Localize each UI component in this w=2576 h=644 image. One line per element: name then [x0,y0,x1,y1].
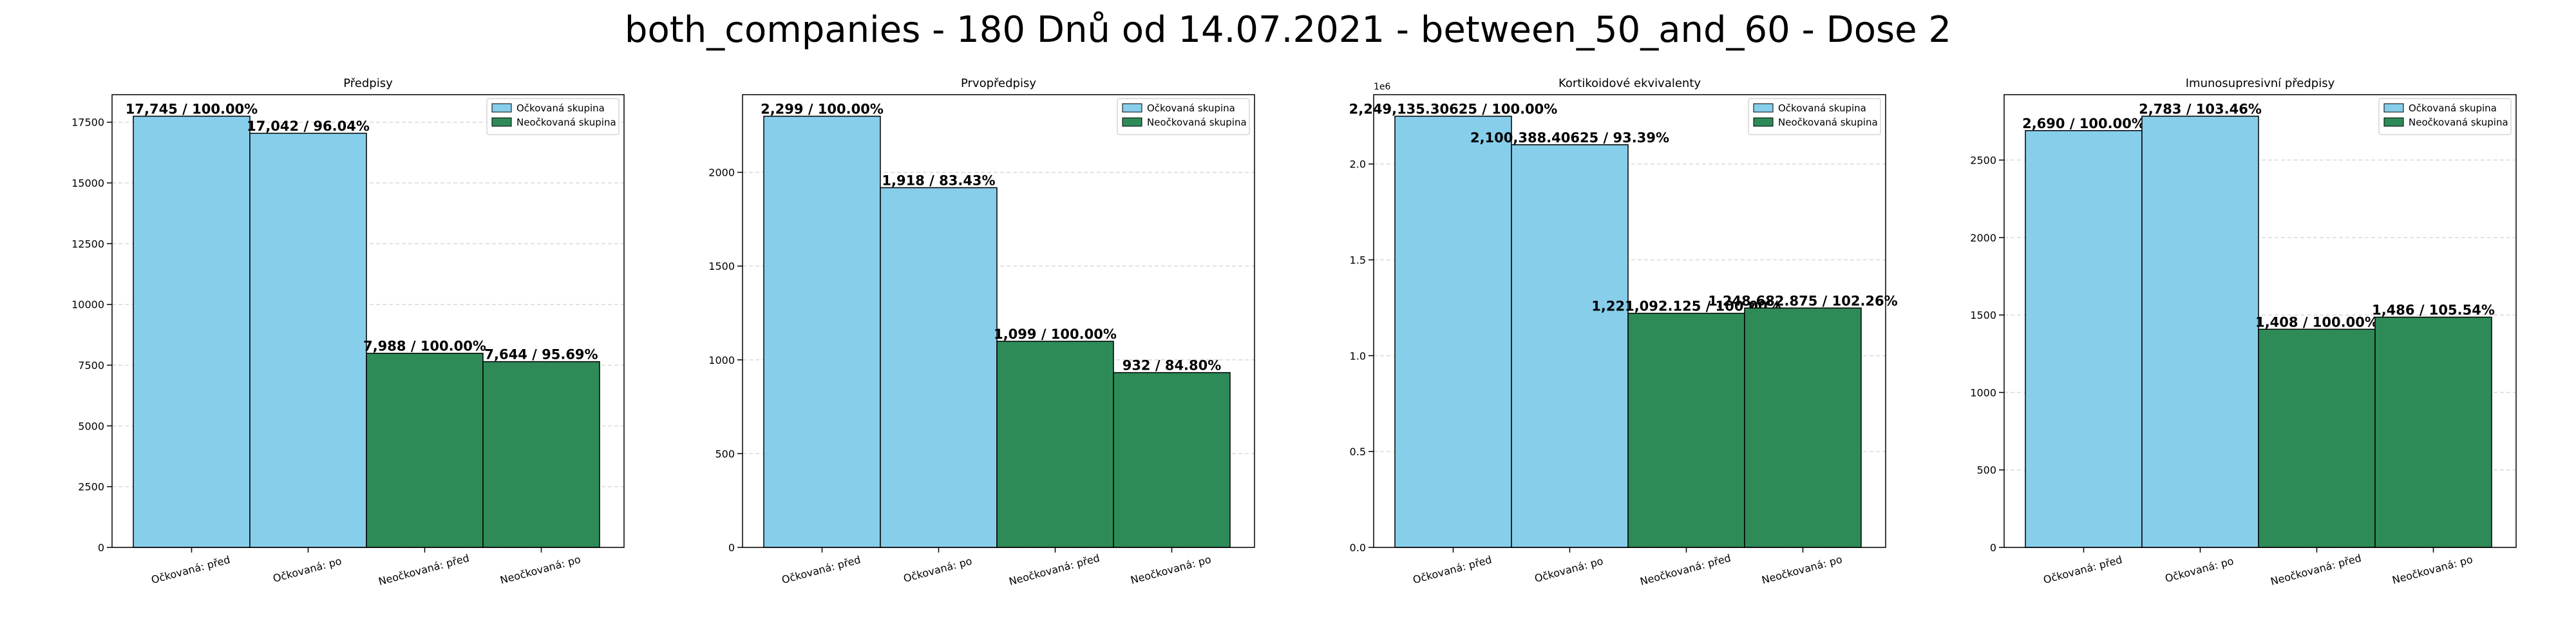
legend-swatch [1122,103,1142,113]
bar [1744,307,1862,548]
data-label: 1,918 / 83.43% [882,173,995,188]
y-tick-label: 0 [728,542,735,554]
bar [996,341,1114,548]
bar [880,187,998,548]
legend-swatch [2383,117,2404,127]
legend-label: Očkovaná skupina [1147,102,1235,114]
legend-box [1748,98,1881,135]
x-tick-label: Očkovaná: po [2164,554,2235,585]
legend-label: Očkovaná skupina [516,102,605,114]
y-tick-label: 1500 [708,260,735,272]
y-scale-label: 1e6 [1374,82,1391,92]
legend-box [2378,98,2512,135]
legend-swatch [2383,103,2404,113]
y-tick-label: 500 [1976,464,1996,477]
y-tick-label: 1000 [708,354,735,366]
data-label: 1,248,682.875 / 102.26% [1708,293,1897,308]
y-tick-label: 0.5 [1350,446,1366,458]
y-tick-label: 7500 [78,359,104,372]
y-tick-label: 2500 [78,481,104,493]
data-label: 2,299 / 100.00% [761,101,884,117]
bar [2141,115,2259,548]
axes-frame [111,94,625,548]
y-tick-label: 1.0 [1350,350,1366,362]
data-label: 2,783 / 103.46% [2139,101,2262,117]
bar [2258,328,2376,548]
figure-title: both_companies - 180 Dnů od 14.07.2021 -… [624,9,1952,51]
data-label: 17,745 / 100.00% [126,101,258,117]
data-label: 1,486 / 105.54% [2372,302,2495,317]
y-tick-label: 10000 [71,299,104,311]
bar [2374,316,2492,548]
x-tick-label: Očkovaná: před [2042,553,2124,586]
legend-swatch [1753,117,1774,127]
data-label: 1,408 / 100.00% [2255,314,2378,330]
legend-swatch [491,117,512,127]
legend-label: Neočkovaná skupina [1147,117,1247,128]
axes-frame [1373,94,1886,548]
bar [2025,130,2143,548]
y-tick-label: 15000 [71,177,104,189]
y-tick-label: 1000 [1970,386,1996,399]
data-label: 2,249,135.30625 / 100.00% [1349,101,1558,117]
panel-title: Kortikoidové ekvivalenty [1558,77,1701,90]
bar [763,115,881,548]
y-tick-label: 17500 [71,117,104,129]
data-label: 2,100,388.40625 / 93.39% [1470,130,1669,146]
legend-label: Neočkovaná skupina [2409,117,2508,128]
bar [482,361,600,548]
y-tick-label: 2.0 [1350,158,1366,171]
x-tick-label: Neočkovaná: po [2391,553,2474,587]
panel-title: Prvopředpisy [961,77,1036,90]
y-tick-label: 1500 [1970,309,1996,321]
data-label: 932 / 84.80% [1122,358,1222,374]
legend-box [486,98,620,135]
data-label: 2,690 / 100.00% [2022,116,2145,131]
legend-label: Očkovaná skupina [1778,102,1866,114]
legend-box [1117,98,1250,135]
legend-swatch [1753,103,1774,113]
y-tick-label: 2000 [1970,232,1996,244]
panel-title: Imunosupresivní předpisy [2186,77,2335,90]
legend-label: Neočkovaná skupina [516,117,616,128]
axes-frame [2003,94,2517,548]
bar [1627,312,1745,548]
y-tick-label: 12500 [71,238,104,250]
axes-frame [742,94,1255,548]
y-tick-label: 0 [1990,542,1996,554]
bar [133,115,251,548]
legend-swatch [1122,117,1142,127]
x-tick-label: Neočkovaná: před [2269,552,2363,588]
legend-label: Očkovaná skupina [2409,102,2497,114]
y-tick-label: 2500 [1970,155,1996,167]
y-tick-label: 1.5 [1350,254,1366,266]
y-tick-label: 0 [98,542,104,554]
data-label: 17,042 / 96.04% [247,118,370,134]
legend-swatch [491,103,512,113]
panel-title: Předpisy [343,77,393,90]
y-tick-label: 500 [715,448,735,460]
y-tick-label: 2000 [708,167,735,179]
data-label: 7,988 / 100.00% [363,339,486,354]
y-tick-label: 0.0 [1350,542,1366,554]
bar [366,352,484,548]
legend-label: Neočkovaná skupina [1778,117,1878,128]
y-tick-label: 5000 [78,420,104,432]
data-label: 7,644 / 95.69% [484,347,598,363]
data-label: 1,099 / 100.00% [994,327,1117,342]
bar [1511,144,1629,548]
